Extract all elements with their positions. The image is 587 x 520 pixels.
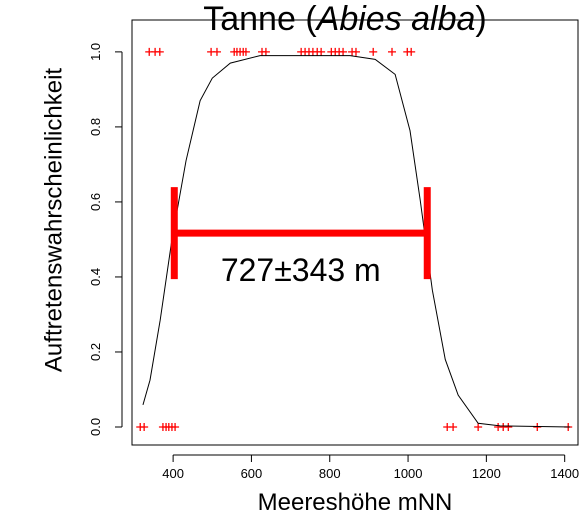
point — [449, 422, 458, 431]
point — [407, 47, 416, 56]
x-tick-label: 800 — [319, 466, 341, 481]
y-tick-label: 0.8 — [88, 118, 103, 136]
fit-curve — [142, 55, 571, 428]
point — [241, 47, 250, 56]
point — [261, 47, 270, 56]
y-tick-label: 0.0 — [88, 418, 103, 436]
title-part: ) — [475, 0, 486, 38]
x-tick-label: 1200 — [472, 466, 501, 481]
chart-title: Tanne (Abies alba) — [203, 0, 487, 38]
point — [504, 422, 513, 431]
plot-box — [131, 19, 579, 446]
point — [351, 47, 360, 56]
y-tick-label: 0.2 — [88, 343, 103, 361]
point — [212, 47, 221, 56]
x-tick-label: 1000 — [394, 466, 423, 481]
point — [140, 422, 149, 431]
y-tick-label: 0.6 — [88, 193, 103, 211]
y-tick-label: 0.4 — [88, 268, 103, 286]
point — [317, 47, 326, 56]
point — [339, 47, 348, 56]
point — [474, 422, 483, 431]
point — [388, 47, 397, 56]
x-axis-label: Meereshöhe mNN — [258, 489, 453, 516]
point — [171, 422, 180, 431]
point — [155, 47, 164, 56]
title-part: Tanne ( — [203, 0, 317, 38]
x-tick-label: 400 — [162, 466, 184, 481]
x-tick-label: 1400 — [550, 466, 579, 481]
point — [369, 47, 378, 56]
y-axis-label: Auftretenswahrscheinlichkeit — [40, 68, 67, 372]
range-label: 727±343 m — [221, 252, 381, 288]
y-tick-label: 1.0 — [88, 43, 103, 61]
x-tick-label: 600 — [241, 466, 263, 481]
title-part: Abies alba — [315, 0, 476, 38]
